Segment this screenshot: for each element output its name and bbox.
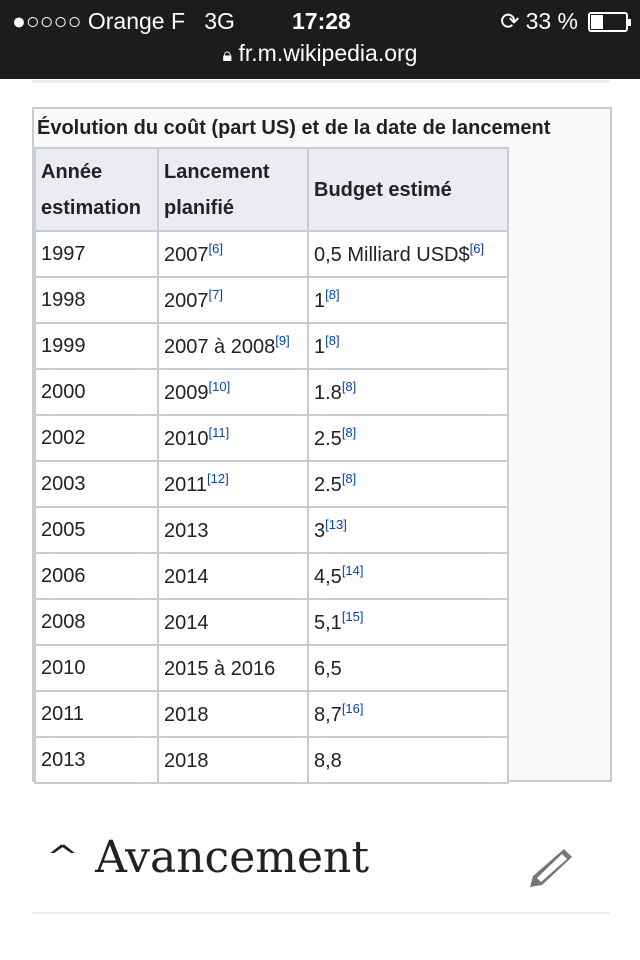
cell-year: 1997 [34, 230, 159, 278]
reference-link[interactable]: [6] [208, 241, 223, 256]
reference-link[interactable]: [6] [469, 241, 485, 256]
cell-year: 2011 [34, 690, 159, 738]
reference-link[interactable]: [8] [341, 425, 357, 440]
table-row: 1999 2007 à 2008[9] 1[8] [34, 322, 509, 370]
table-row: 2013 2018 8,8 [34, 736, 509, 784]
cell-launch: 2014 [157, 552, 309, 600]
cell-budget: 2.5[8] [307, 460, 509, 508]
cell-year: 2002 [34, 414, 159, 462]
cell-year: 2006 [34, 552, 159, 600]
divider [32, 80, 610, 83]
chevron-up-icon[interactable]: ^ [46, 840, 79, 875]
cell-year: 2010 [34, 644, 159, 692]
header-budget: Budget estimé [307, 147, 509, 232]
reference-link[interactable]: [8] [325, 333, 340, 348]
divider [32, 912, 610, 914]
rotation-lock-icon: ⟳ [500, 8, 520, 34]
status-bar: ●○○○○ Orange F 3G 17:28 ⟳ 33 % 🔒︎ fr.m.w… [0, 0, 640, 79]
cell-year: 2013 [34, 736, 159, 784]
cell-budget: 8,7[16] [307, 690, 509, 738]
cell-launch: 2010[11] [157, 414, 309, 462]
table-row: 2008 2014 5,1[15] [34, 598, 509, 646]
clock: 17:28 [292, 8, 351, 34]
reference-link[interactable]: [14] [341, 563, 364, 578]
cell-budget: 4,5[14] [307, 552, 509, 600]
table-row: 2002 2010[11] 2.5[8] [34, 414, 509, 462]
cell-year: 1999 [34, 322, 159, 370]
cell-year: 1998 [34, 276, 159, 324]
section-heading[interactable]: ^ Avancement [46, 832, 370, 883]
cell-budget: 6,5 [307, 644, 509, 692]
cell-year: 2005 [34, 506, 159, 554]
reference-link[interactable]: [12] [207, 471, 229, 486]
table-row: 1998 2007[7] 1[8] [34, 276, 509, 324]
table-row: 2000 2009[10] 1.8[8] [34, 368, 509, 416]
cell-budget: 1[8] [307, 322, 509, 370]
cell-launch: 2018 [157, 690, 309, 738]
carrier: ●○○○○ Orange F 3G [12, 8, 235, 34]
cell-year: 2008 [34, 598, 159, 646]
cell-launch: 2007 à 2008[9] [157, 322, 309, 370]
table-row: 2005 2013 3[13] [34, 506, 509, 554]
cell-budget: 3[13] [307, 506, 509, 554]
cell-budget: 0,5 Milliard USD$[6] [307, 230, 509, 278]
cell-launch: 2007[6] [157, 230, 309, 278]
battery-status: ⟳ 33 % [500, 8, 631, 35]
cell-budget: 5,1[15] [307, 598, 509, 646]
header-launch: Lancement planifié [157, 147, 309, 232]
reference-link[interactable]: [15] [341, 609, 364, 624]
reference-link[interactable]: [16] [341, 701, 364, 716]
cell-budget: 1.8[8] [307, 368, 509, 416]
reference-link[interactable]: [9] [275, 333, 290, 348]
reference-link[interactable]: [7] [208, 287, 223, 302]
cell-budget: 8,8 [307, 736, 509, 784]
section-title: Avancement [95, 832, 370, 883]
cell-launch: 2007[7] [157, 276, 309, 324]
lock-icon: 🔒︎ [222, 45, 233, 65]
table-row: 2011 2018 8,7[16] [34, 690, 509, 738]
cell-budget: 1[8] [307, 276, 509, 324]
table-row: 1997 2007[6] 0,5 Milliard USD$[6] [34, 230, 509, 278]
battery-icon [588, 11, 631, 32]
header-year: Année estimation [34, 147, 159, 232]
cell-launch: 2009[10] [157, 368, 309, 416]
cell-year: 2003 [34, 460, 159, 508]
cell-launch: 2013 [157, 506, 309, 554]
table-caption: Évolution du coût (part US) et de la dat… [37, 117, 551, 139]
table-row: 2003 2011[12] 2.5[8] [34, 460, 509, 508]
reference-link[interactable]: [11] [208, 425, 230, 440]
url-bar[interactable]: 🔒︎ fr.m.wikipedia.org [222, 40, 418, 66]
table-row: 2010 2015 à 2016 6,5 [34, 644, 509, 692]
reference-link[interactable]: [13] [325, 517, 347, 532]
cell-launch: 2014 [157, 598, 309, 646]
cell-launch: 2018 [157, 736, 309, 784]
table-row: 2006 2014 4,5[14] [34, 552, 509, 600]
reference-link[interactable]: [10] [208, 379, 231, 394]
cell-year: 2000 [34, 368, 159, 416]
reference-link[interactable]: [8] [325, 287, 340, 302]
cost-table: Évolution du coût (part US) et de la dat… [32, 107, 612, 784]
reference-link[interactable]: [8] [341, 379, 357, 394]
cell-budget: 2.5[8] [307, 414, 509, 462]
edit-pencil-icon[interactable] [528, 845, 576, 889]
cell-launch: 2011[12] [157, 460, 309, 508]
reference-link[interactable]: [8] [341, 471, 357, 486]
cell-launch: 2015 à 2016 [157, 644, 309, 692]
